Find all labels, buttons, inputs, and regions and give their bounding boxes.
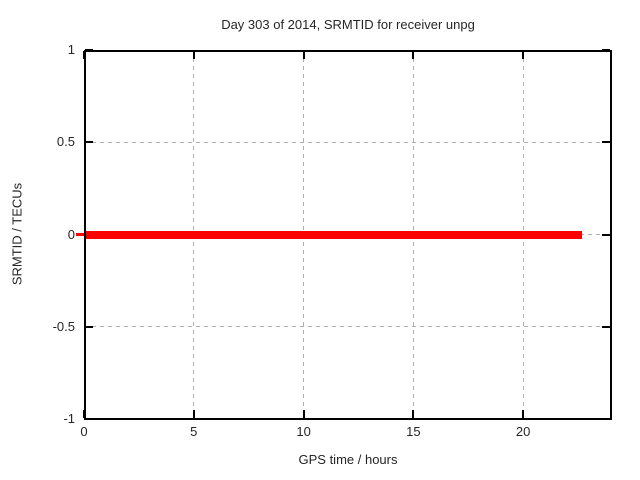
series-line-start-cap bbox=[76, 233, 84, 236]
x-tick-mark-bottom bbox=[302, 410, 305, 418]
series-line-srmtid bbox=[85, 230, 583, 239]
chart-title: Day 303 of 2014, SRMTID for receiver unp… bbox=[221, 17, 475, 32]
x-tick-label: 5 bbox=[190, 424, 198, 439]
x-tick-label: 0 bbox=[80, 424, 88, 439]
x-tick-mark-top bbox=[192, 51, 195, 59]
x-tick-mark-bottom bbox=[192, 410, 195, 418]
y-tick-label: -0.5 bbox=[52, 318, 75, 334]
grid-line-horizontal bbox=[84, 326, 611, 328]
y-tick-label: 0.5 bbox=[56, 134, 75, 150]
x-tick-mark-bottom bbox=[412, 410, 415, 418]
y-tick-label: 0 bbox=[67, 226, 75, 242]
x-tick-mark-top bbox=[412, 51, 415, 59]
x-tick-label: 10 bbox=[296, 424, 311, 439]
y-tick-label: -1 bbox=[63, 411, 75, 426]
y-tick-label: 1 bbox=[67, 42, 75, 57]
x-tick-mark-top bbox=[522, 51, 525, 59]
y-tick-mark-left bbox=[85, 141, 93, 144]
y-tick-mark-right bbox=[602, 325, 610, 328]
plot-border bbox=[84, 50, 612, 420]
x-tick-label: 15 bbox=[406, 424, 421, 439]
x-tick-mark-top bbox=[302, 51, 305, 59]
x-axis-label: GPS time / hours bbox=[298, 452, 398, 467]
x-tick-label: 20 bbox=[515, 424, 531, 439]
y-tick-mark-right bbox=[602, 141, 610, 144]
y-tick-mark-right bbox=[602, 233, 610, 236]
grid-line-horizontal bbox=[84, 141, 611, 143]
x-tick-mark-bottom bbox=[522, 410, 525, 418]
y-tick-mark-left bbox=[85, 325, 93, 328]
